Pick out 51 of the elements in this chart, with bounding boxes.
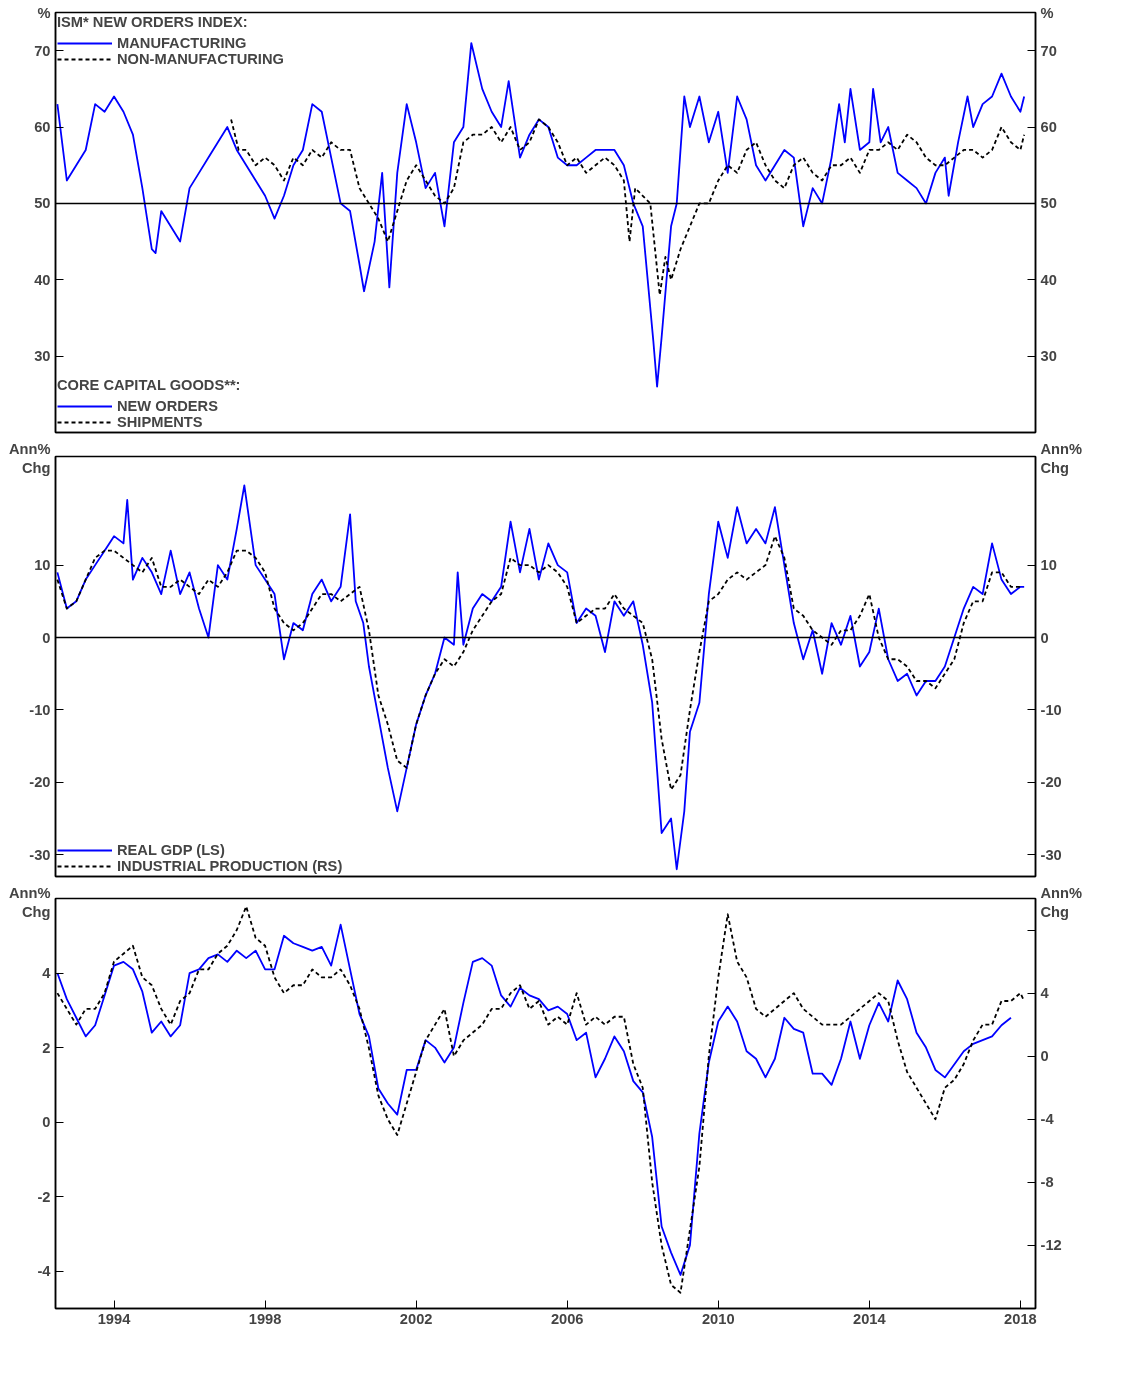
y2-tick-label: 0: [1040, 629, 1049, 646]
x-tick-label: 2010: [701, 1310, 735, 1327]
y-axis-title: %: [37, 4, 51, 21]
y2-tick-label: 30: [1040, 348, 1057, 365]
x-tick-label: 2002: [399, 1310, 433, 1327]
y2-tick-label: 40: [1040, 271, 1057, 288]
y2-tick-label: 70: [1040, 42, 1057, 59]
y2-tick-label: -12: [1040, 1237, 1062, 1254]
legend-title: ISM* NEW ORDERS INDEX:: [57, 14, 249, 30]
y-tick-label: 70: [34, 42, 51, 59]
y-axis-title: Ann% Chg: [8, 884, 51, 920]
y-tick-label: 2: [42, 1039, 51, 1056]
legend-label: NEW ORDERS: [117, 398, 218, 414]
y-tick-label: 50: [34, 195, 51, 212]
y-tick-label: 4: [42, 965, 52, 982]
y-tick-label: -2: [37, 1188, 51, 1205]
y-tick-label: -10: [29, 701, 51, 718]
y2-tick-label: -4: [1040, 1111, 1055, 1128]
y-tick-label: -20: [29, 774, 51, 791]
y-tick-label: 60: [34, 119, 51, 136]
y2-tick-label: -30: [1040, 846, 1062, 863]
legend-label: INDUSTRIAL PRODUCTION (RS): [117, 858, 343, 874]
y-tick-label: 10: [34, 557, 51, 574]
legend-label: MANUFACTURING: [117, 35, 247, 51]
x-tick-label: 1994: [97, 1310, 132, 1327]
y-tick-label: 30: [34, 348, 51, 365]
y2-tick-label: -8: [1040, 1174, 1054, 1191]
y2-tick-label: 4: [1040, 985, 1050, 1002]
y2-axis-title: Ann% Chg: [1040, 884, 1083, 920]
legend-label: SHIPMENTS: [117, 414, 203, 430]
y-axis-title: Ann% Chg: [8, 440, 51, 476]
x-tick-label: 1998: [248, 1310, 282, 1327]
y-tick-label: -4: [37, 1263, 52, 1280]
legend-label: REAL GDP (LS): [117, 842, 225, 858]
y2-axis-title: Ann% Chg: [1040, 440, 1083, 476]
x-tick-label: 2018: [1004, 1310, 1037, 1327]
legend-title: CORE CAPITAL GOODS**:: [57, 377, 241, 393]
y2-tick-label: 60: [1040, 119, 1057, 136]
y2-axis-title: %: [1040, 4, 1054, 21]
y-tick-label: 0: [42, 629, 51, 646]
y-tick-label: 40: [34, 271, 51, 288]
y2-tick-label: 50: [1040, 195, 1057, 212]
y2-tick-label: 10: [1040, 557, 1057, 574]
x-tick-label: 2006: [550, 1310, 584, 1327]
y-tick-label: -30: [29, 846, 51, 863]
x-tick-label: 2014: [853, 1310, 887, 1327]
y2-tick-label: -20: [1040, 774, 1062, 791]
y2-tick-label: 0: [1040, 1048, 1049, 1065]
y2-tick-label: -10: [1040, 701, 1062, 718]
y-tick-label: 0: [42, 1114, 51, 1131]
legend-label: NON-MANUFACTURING: [117, 51, 284, 67]
